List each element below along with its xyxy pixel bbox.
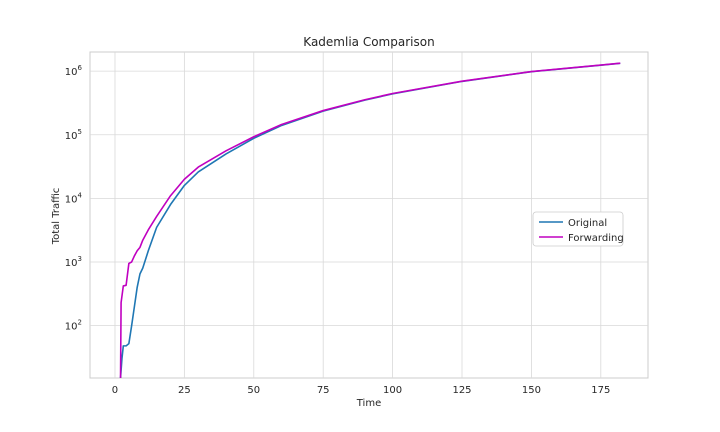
series-line-forwarding <box>119 62 621 378</box>
legend-label-original: Original <box>568 218 607 229</box>
y-tick-label: 106 <box>65 64 83 78</box>
x-tick-label: 175 <box>591 385 610 396</box>
x-tick-label: 0 <box>112 385 118 396</box>
x-tick-label: 25 <box>178 385 191 396</box>
y-tick-label: 104 <box>65 191 83 205</box>
x-tick-label: 75 <box>317 385 330 396</box>
y-tick-label: 103 <box>65 255 82 269</box>
y-tick-label: 105 <box>65 128 82 142</box>
x-tick-label: 150 <box>522 385 541 396</box>
x-tick-label: 50 <box>247 385 260 396</box>
series-layer <box>119 62 621 378</box>
axes: 0 25 50 75 100 125 150 175 102 103 104 105 106 <box>65 64 611 396</box>
legend: Original Forwarding <box>532 211 624 247</box>
legend-label-forwarding: Forwarding <box>568 233 624 244</box>
chart-title: Kademlia Comparison <box>303 35 434 49</box>
x-axis-label: Time <box>356 398 381 409</box>
x-tick-label: 100 <box>383 385 402 396</box>
x-tick-label: 125 <box>452 385 471 396</box>
y-tick-label: 102 <box>65 319 82 333</box>
y-axis-label: Total Traffic <box>51 188 62 246</box>
